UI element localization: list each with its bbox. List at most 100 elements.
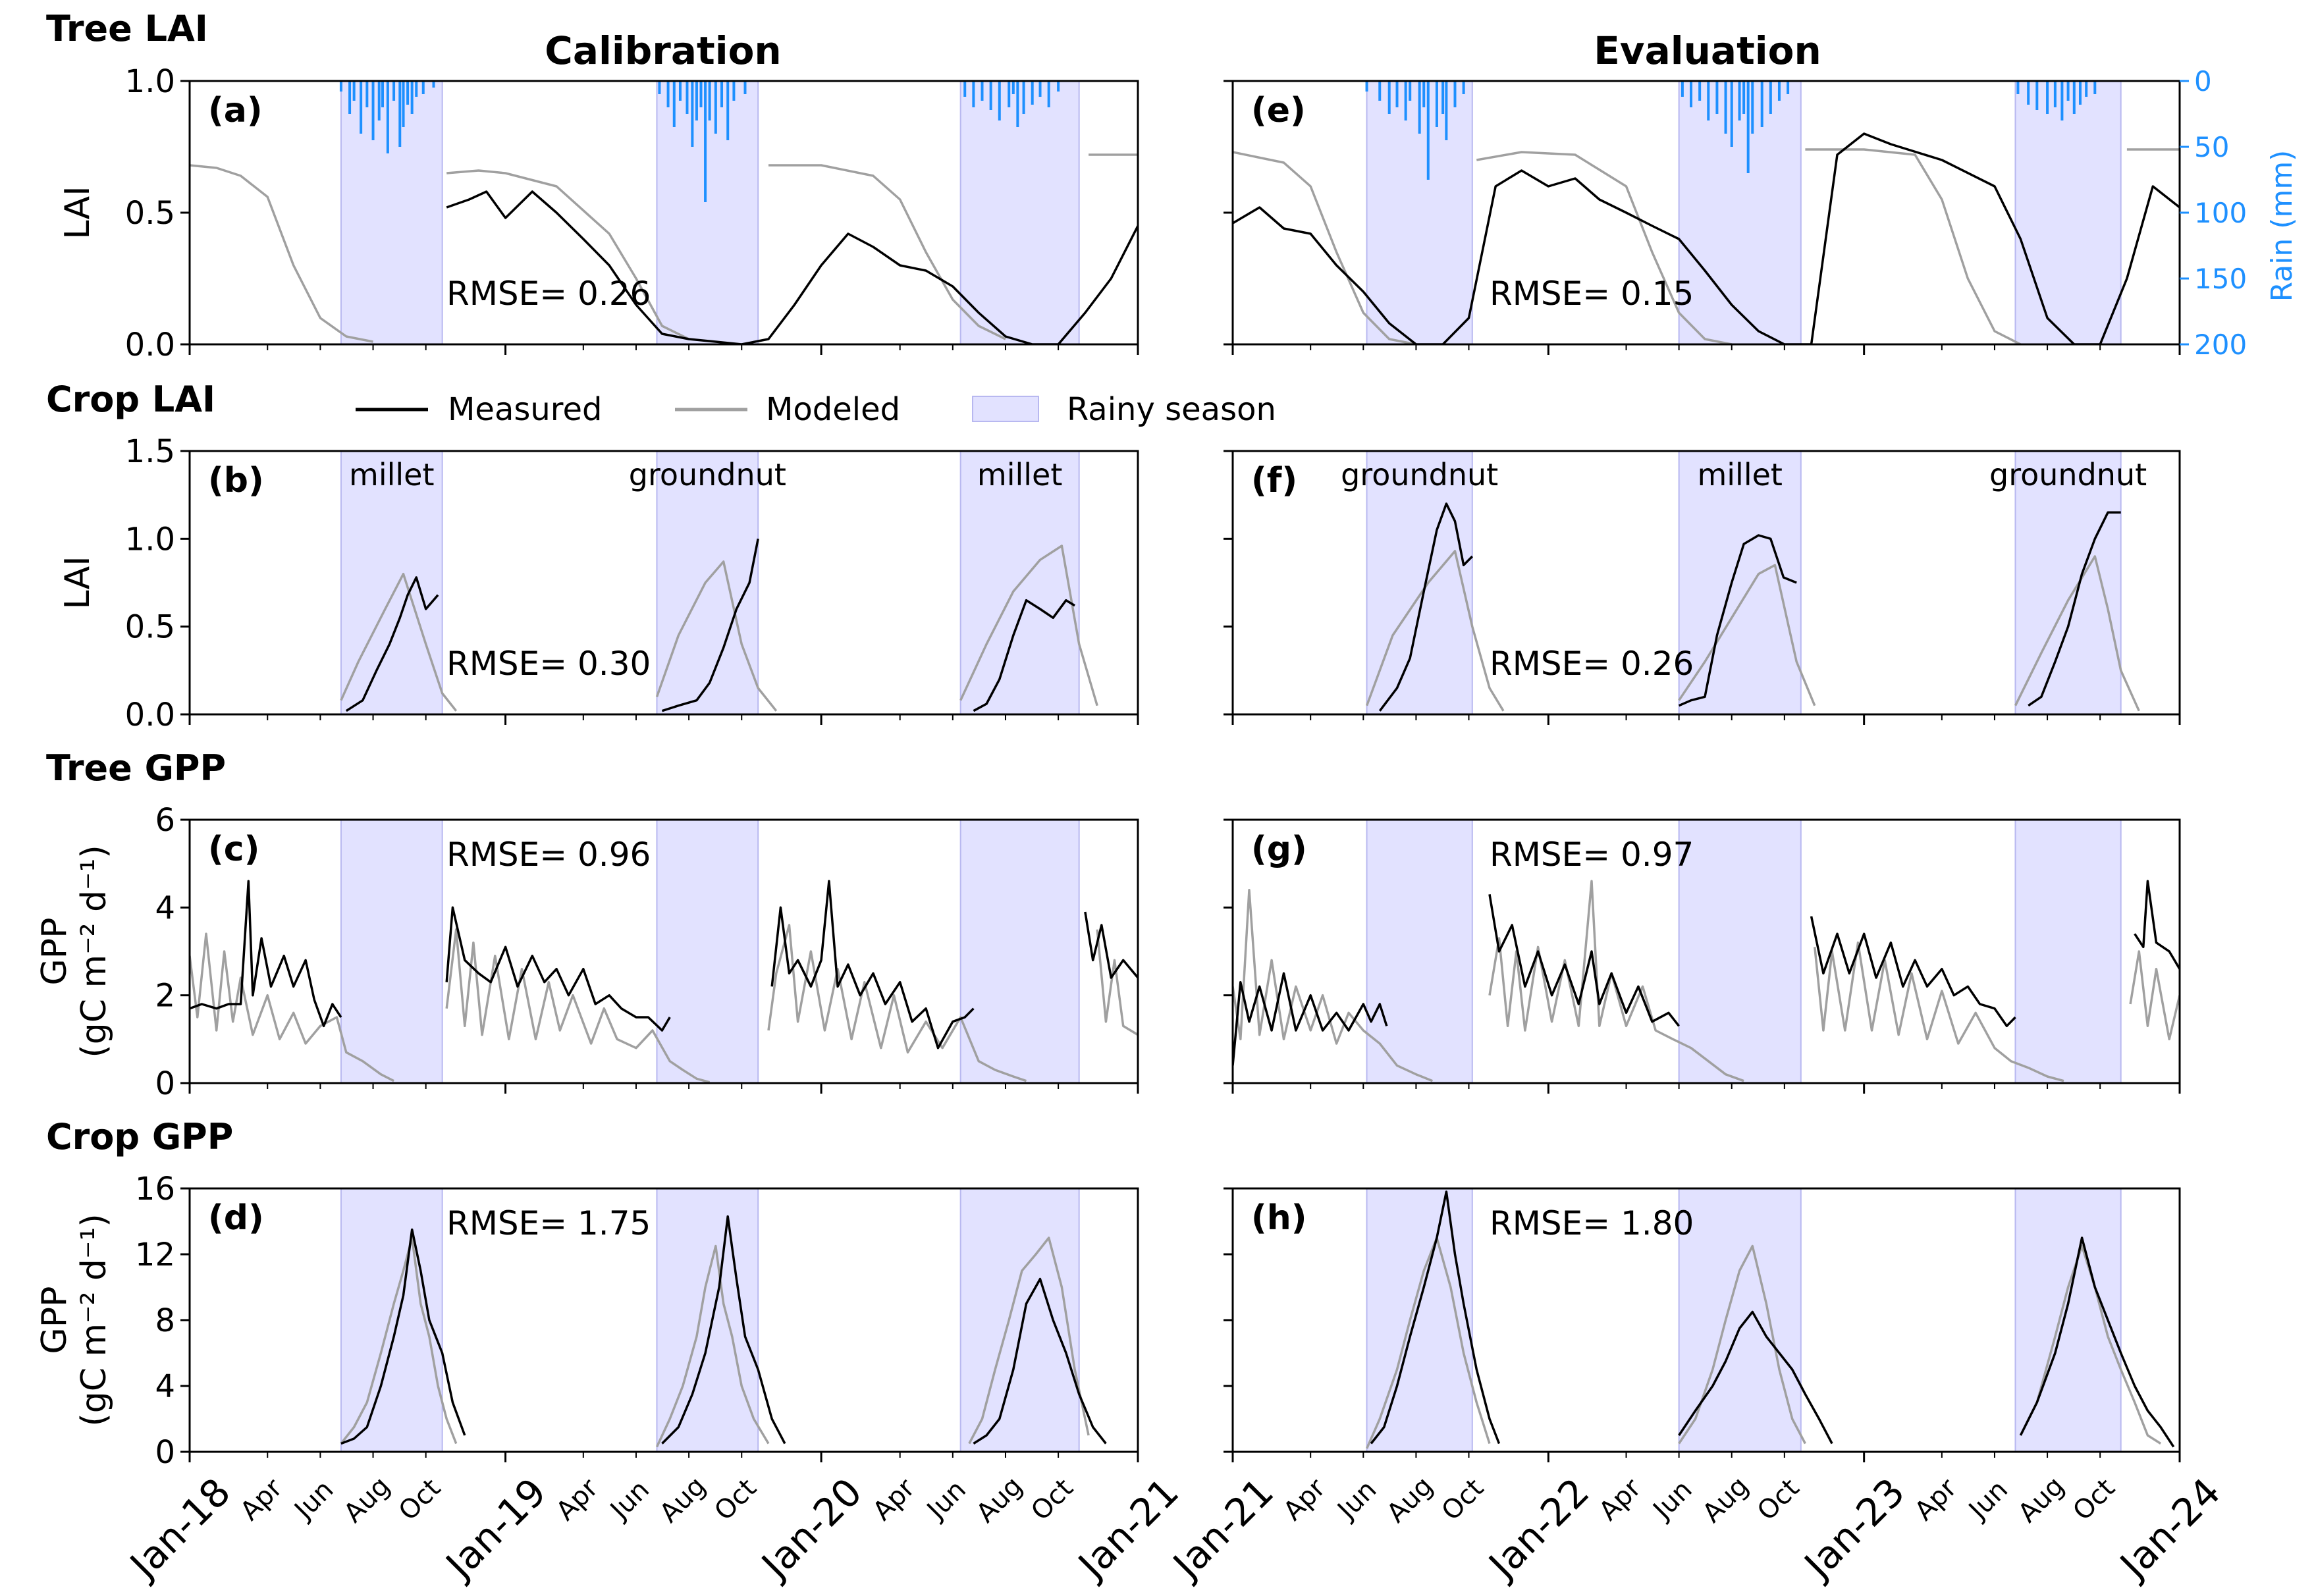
y-tick-label: 0 [155,1434,175,1471]
x-minor-label: Jun [1331,1474,1383,1526]
y-axis-label: GPP [35,1286,74,1354]
rainy-season-band [1678,819,1802,1084]
y-tick-label: 16 [135,1171,175,1208]
modeled-line [1365,550,2140,712]
measured-line [1378,502,2121,712]
panel-label: (e) [1251,91,1306,130]
panel-label: (f) [1251,461,1297,500]
rain-tick-label: 150 [2194,263,2247,295]
legend-rainy-season-swatch [972,396,1039,422]
x-minor-label: Apr [551,1473,605,1527]
x-major-label: Jan-20 [752,1470,871,1588]
rmse-label: RMSE= 1.80 [1490,1204,1694,1242]
x-minor-label: Apr [867,1473,921,1527]
x-minor-label: Jun [288,1474,340,1526]
y-tick-label: 1.0 [125,521,175,558]
x-minor-label: Jun [603,1474,655,1526]
x-major-label: Jan-19 [436,1470,554,1588]
x-minor-label: Oct [2067,1473,2120,1526]
row-title-crop-gpp: Crop GPP [46,1116,233,1157]
x-major-label: Jan-21 [1164,1470,1282,1588]
y-tick-label: 4 [155,1368,175,1405]
x-minor-label: Jun [920,1474,972,1526]
x-minor-label: Apr [234,1473,288,1527]
x-minor-label: Apr [1909,1473,1963,1527]
x-major-label: Jan-22 [1479,1470,1598,1588]
rmse-label: RMSE= 0.96 [446,836,651,874]
crop-label: groundnut [1341,457,1498,492]
y-axis-label: GPP [35,917,74,985]
x-minor-label: Oct [709,1473,762,1526]
row-title-tree-gpp: Tree GPP [46,747,226,789]
panel-f: (f) RMSE= 0.26 groundnut millet groundnut [1224,450,2181,725]
row-title-crop-lai: Crop LAI [46,379,215,420]
measured-line [1233,880,2180,1066]
panel-label: (g) [1251,830,1307,869]
x-minor-label: Aug [2012,1471,2070,1529]
panel-a: 0.0 0.5 1.0 LAI (a) RMSE= 0.26 [58,63,1139,363]
x-major-label: Jan-24 [2111,1470,2229,1588]
panel-e: (e) RMSE= 0.15 [1224,80,2181,355]
x-major-label: Jan-23 [1794,1470,1913,1588]
panel-b: 0.0 0.5 1.0 1.5 LAI (b) RMSE= 0.30 millet ground… [58,433,1139,733]
y-tick-label: 0 [155,1065,175,1102]
modeled-line [190,924,1138,1083]
axes-frame [188,818,1139,1084]
y-tick-label: 2 [155,978,175,1015]
rainy-season-band [1366,450,1473,715]
panel-c: 0 2 4 6 GPP (gC m⁻² d⁻¹) (c) RMSE= 0.96 [35,802,1139,1102]
rainy-season-band [656,80,759,345]
y-tick-label: 1.5 [125,433,175,470]
rain-tick-label: 200 [2194,329,2247,361]
x-minor-label: Aug [1697,1471,1755,1529]
x-minor-label: Oct [1025,1473,1079,1526]
x-major-label: Jan-18 [121,1470,239,1588]
rainy-season-band [340,450,443,715]
rainy-season-band [340,80,443,345]
x-minor-label: Aug [971,1471,1029,1529]
rainy-season-band [959,819,1080,1084]
x-minor-label: Apr [1594,1473,1648,1527]
axes-frame [1231,818,2181,1084]
x-minor-label: Aug [654,1471,712,1529]
rain-axis: 0 50 100 150 200 Rain (mm) [2180,65,2299,361]
x-minor-label: Oct [1436,1473,1490,1526]
y-tick-label: 4 [155,890,175,926]
legend-modeled-label: Modeled [766,391,900,428]
rainy-season-band [340,1188,443,1452]
rmse-label: RMSE= 0.30 [446,645,651,683]
x-minor-label: Oct [1752,1473,1805,1526]
measured-line [345,538,1076,712]
crop-label: millet [977,457,1063,492]
panel-label: (b) [208,461,264,500]
rain-tick-label: 50 [2194,131,2229,163]
panel-d: 0 4 8 12 16 GPP (gC m⁻² d⁻¹) Jan-18 Jan-19 Jan-20… [35,1171,1187,1588]
panel-label: (c) [208,830,259,869]
rmse-label: RMSE= 1.75 [446,1204,651,1242]
y-tick-label: 0.0 [125,697,175,733]
rain-tick-label: 0 [2194,65,2212,97]
crop-label: groundnut [1989,457,2147,492]
panel-label: (a) [208,91,263,130]
panel-g: (g) RMSE= 0.97 [1224,818,2181,1094]
column-title-calibration: Calibration [545,28,781,73]
rainy-season-band [959,1188,1080,1452]
x-minor-label: Aug [1381,1471,1439,1529]
rmse-label: RMSE= 0.15 [1490,275,1694,313]
x-minor-label: Aug [338,1471,396,1529]
crop-label: millet [349,457,435,492]
row-title-tree-lai: Tree LAI [46,8,208,49]
x-minor-label: Jun [1646,1474,1698,1526]
y-tick-label: 8 [155,1302,175,1339]
x-minor-label: Jun [1962,1474,2014,1526]
x-minor-label: Apr [1278,1473,1332,1527]
rainy-season-band [340,819,443,1084]
rainy-season-band [2014,80,2122,345]
rainy-season-band [1366,819,1473,1084]
rmse-label: RMSE= 0.26 [446,275,651,313]
panel-label: (d) [208,1198,264,1238]
modeled-line [340,545,1098,712]
measured-line [1233,132,2180,344]
